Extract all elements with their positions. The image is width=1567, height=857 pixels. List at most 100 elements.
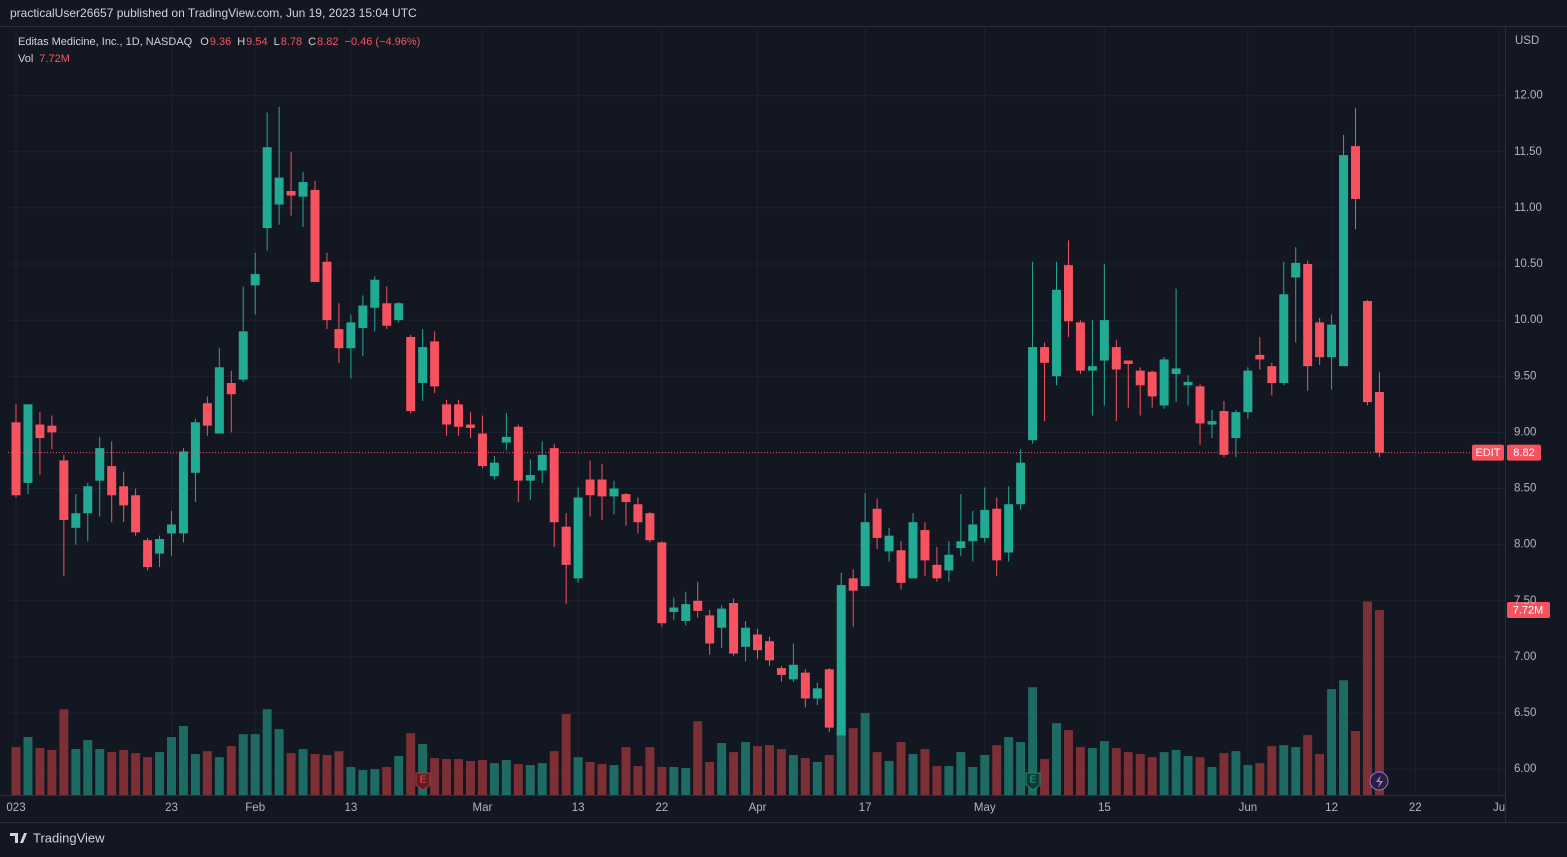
symbol-tag-bg	[1472, 444, 1504, 461]
legend-item: 8.78	[281, 36, 302, 48]
volume-bar	[262, 709, 272, 795]
candle-body	[262, 147, 272, 229]
volume-bar	[908, 754, 918, 795]
volume-bar	[980, 754, 990, 795]
volume-bar	[1327, 689, 1337, 795]
volume-bar	[597, 764, 607, 795]
candle-body	[549, 448, 559, 523]
candle-body	[932, 564, 942, 579]
legend-item: H	[237, 36, 245, 48]
candle-body	[35, 424, 45, 439]
volume-bar	[621, 747, 631, 795]
volume-bar	[214, 757, 224, 795]
marker-shape	[1025, 772, 1041, 791]
candle-body	[1207, 421, 1217, 425]
x-tick-label: Jun	[1239, 802, 1258, 814]
candle-body	[202, 403, 212, 426]
volume-bar	[1111, 748, 1121, 795]
candle-body	[1063, 265, 1073, 322]
candle-body	[1159, 359, 1169, 406]
candle-body	[764, 641, 774, 661]
page-title: practicalUser26657 published on TradingV…	[10, 6, 417, 20]
candle-body	[872, 508, 882, 538]
volume-bar	[920, 749, 930, 795]
volume-bar	[1016, 742, 1026, 795]
volume-bar	[226, 746, 236, 795]
volume-bar	[1362, 601, 1372, 795]
candle-body	[47, 425, 57, 433]
candle-body	[525, 475, 535, 481]
volume-bar	[238, 734, 248, 795]
candle-body	[1135, 370, 1145, 386]
logo-icon	[10, 833, 27, 843]
volume-bar	[776, 749, 786, 795]
volume-bar	[956, 752, 966, 795]
volume-bar	[430, 758, 440, 795]
y-tick-label: 8.00	[1514, 539, 1536, 551]
candle-body	[621, 494, 631, 502]
volume-bar	[1279, 745, 1289, 795]
candle-body	[430, 341, 440, 387]
volume-bar	[585, 761, 595, 795]
candle-body	[1351, 146, 1360, 199]
candle-body	[1111, 347, 1121, 370]
legend: Editas Medicine, Inc., 1D, NASDAQ O9.36 H9…	[18, 36, 420, 48]
legend-item: L	[274, 36, 280, 48]
marker-icon	[1376, 775, 1383, 788]
volume-bar	[1099, 741, 1109, 795]
candle-body	[119, 486, 129, 506]
brand-name: TradingView	[33, 830, 105, 845]
volume-bar	[298, 749, 308, 795]
volume-bar	[322, 754, 332, 795]
volume-bar	[633, 766, 643, 795]
marker-shape	[415, 772, 431, 791]
candle-body	[1279, 294, 1289, 383]
candle-body	[131, 495, 141, 533]
volume-bar	[274, 729, 284, 795]
volume-bar	[394, 755, 404, 795]
x-tick-label: 023	[6, 802, 25, 814]
y-tick-label: 10.00	[1514, 314, 1543, 326]
volume-bar	[1087, 748, 1097, 795]
x-tick-label: May	[974, 802, 996, 814]
volume-bar	[477, 760, 487, 795]
candle-body	[1362, 301, 1372, 403]
volume-bar	[561, 714, 571, 795]
legend: Vol 7.72M	[18, 53, 70, 65]
volume-tag-bg	[1507, 602, 1550, 619]
y-tick-label: 9.50	[1514, 370, 1536, 382]
legend-item: Vol	[18, 53, 33, 65]
earnings-marker: E	[415, 772, 431, 791]
volume-bar	[812, 761, 822, 795]
volume-bar	[741, 742, 751, 795]
x-tick-label: Mar	[473, 802, 493, 814]
volume-bar	[358, 770, 368, 795]
candle-body	[860, 522, 870, 587]
volume-bar	[1040, 759, 1050, 795]
volume-bar	[1004, 737, 1014, 795]
x-tick-label: 15	[1098, 802, 1111, 814]
volume-bar	[418, 743, 428, 795]
candle-body	[334, 329, 344, 349]
x-tick-label: 22	[1409, 802, 1422, 814]
candle-body	[908, 522, 918, 579]
volume-bar	[872, 752, 882, 795]
candle-body	[477, 433, 487, 467]
candle-body	[1267, 366, 1277, 383]
candle-body	[1339, 155, 1349, 367]
candle-body	[1303, 263, 1313, 367]
candle-body	[250, 274, 260, 286]
candle-body	[513, 426, 523, 481]
x-tick-label: Feb	[245, 802, 265, 814]
volume-bar	[286, 753, 296, 795]
volume-bar	[944, 766, 954, 795]
candle-body	[1052, 289, 1061, 377]
x-tick-label: 13	[344, 802, 357, 814]
candle-body	[370, 279, 380, 308]
candle-body	[23, 404, 33, 483]
volume-bar	[1231, 751, 1241, 795]
y-tick-label: 10.50	[1514, 258, 1543, 270]
volume-bar	[1171, 749, 1181, 795]
volume-bar	[83, 740, 93, 795]
